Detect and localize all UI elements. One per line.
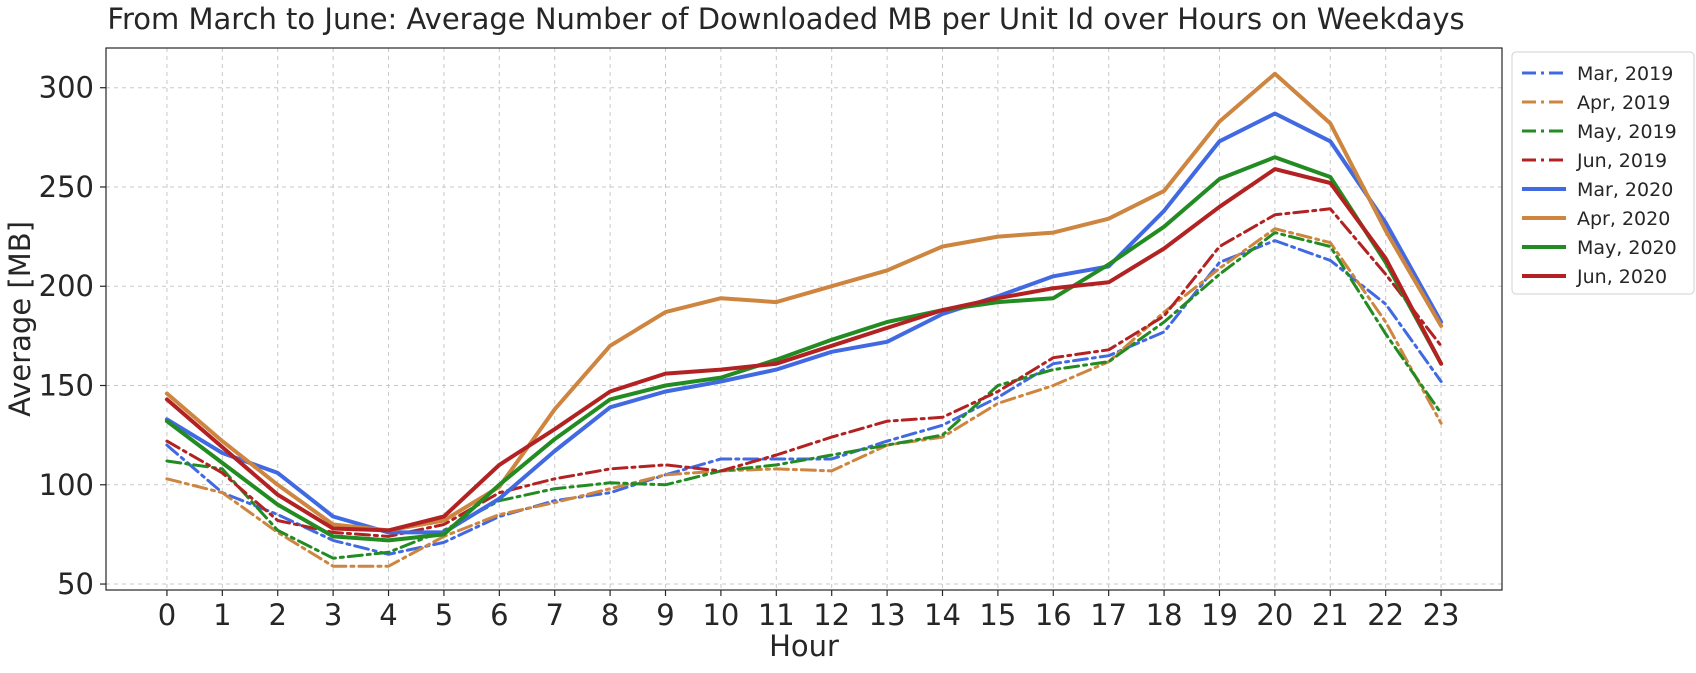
- legend-entry: May, 2020: [1522, 237, 1677, 259]
- legend-entry: Apr, 2020: [1522, 208, 1670, 230]
- x-tick-label: 8: [601, 598, 619, 632]
- y-tick-label: 250: [39, 170, 94, 204]
- legend-label: Jun, 2020: [1576, 266, 1667, 288]
- x-tick-label: 13: [869, 598, 906, 632]
- x-tick-label: 11: [758, 598, 795, 632]
- legend-entry: Mar, 2020: [1522, 179, 1673, 201]
- series-line-jun-2019: [165, 207, 1443, 538]
- y-tick-label: 50: [57, 567, 94, 601]
- x-tick-label: 10: [702, 598, 739, 632]
- legend-label: Apr, 2020: [1577, 208, 1670, 230]
- legend-label: May, 2019: [1577, 121, 1677, 143]
- y-axis-ticks: 50 100 150 200 250 300: [39, 71, 106, 601]
- x-tick-label: 17: [1090, 598, 1127, 632]
- legend-entry: Jun, 2019: [1522, 150, 1667, 172]
- legend-label: Apr, 2019: [1577, 92, 1670, 114]
- y-tick-label: 100: [39, 468, 94, 502]
- legend: Mar, 2019 Apr, 2019 May, 2019 Jun, 2019 Mar,…: [1511, 51, 1695, 295]
- legend-label: Mar, 2020: [1577, 179, 1673, 201]
- series-line-may-2019: [165, 231, 1443, 560]
- x-tick-label: 3: [324, 598, 342, 632]
- legend-entry: Mar, 2019: [1522, 63, 1673, 85]
- x-tick-label: 4: [379, 598, 397, 632]
- x-tick-label: 2: [269, 598, 287, 632]
- y-tick-label: 150: [39, 369, 94, 403]
- legend-label: May, 2020: [1577, 237, 1677, 259]
- x-tick-label: 22: [1367, 598, 1404, 632]
- y-tick-label: 200: [39, 269, 94, 303]
- legend-entry: May, 2019: [1522, 121, 1677, 143]
- x-tick-label: 7: [545, 598, 563, 632]
- x-tick-label: 9: [656, 598, 674, 632]
- x-tick-label: 20: [1256, 598, 1293, 632]
- x-axis-label: Hour: [769, 629, 839, 663]
- x-tick-label: 18: [1146, 598, 1183, 632]
- x-tick-label: 0: [158, 598, 176, 632]
- x-tick-label: 5: [435, 598, 453, 632]
- x-tick-label: 21: [1312, 598, 1349, 632]
- legend-label: Jun, 2019: [1576, 150, 1667, 172]
- series-layer: [164, 71, 1444, 568]
- chart-title: From March to June: Average Number of Do…: [107, 2, 1464, 36]
- legend-entry: Jun, 2020: [1522, 266, 1667, 288]
- y-tick-label: 300: [39, 71, 94, 105]
- x-tick-label: 14: [924, 598, 961, 632]
- x-axis-ticks: 0 1 2 3 4 5 6 7 8 9 10 11 12 13 14 15 16 17 18 19 20 21 22 23: [158, 590, 1460, 632]
- series-line-may-2020: [164, 155, 1444, 543]
- x-tick-label: 19: [1201, 598, 1238, 632]
- series-line-apr-2019: [165, 227, 1443, 568]
- x-tick-label: 23: [1423, 598, 1460, 632]
- x-tick-label: 15: [979, 598, 1016, 632]
- series-line-jun-2020: [164, 167, 1444, 533]
- series-line-apr-2020: [164, 71, 1444, 533]
- legend-entry: Apr, 2019: [1522, 92, 1670, 114]
- legend-label: Mar, 2019: [1577, 63, 1673, 85]
- y-axis-label: Average [MB]: [3, 221, 37, 417]
- x-tick-label: 1: [213, 598, 231, 632]
- x-tick-label: 6: [490, 598, 508, 632]
- x-tick-label: 16: [1035, 598, 1072, 632]
- x-tick-label: 12: [813, 598, 850, 632]
- series-line-mar-2019: [165, 239, 1443, 556]
- grid-layer: [106, 48, 1502, 590]
- legend-box: [1511, 51, 1695, 295]
- plot-area-frame: [105, 47, 1503, 591]
- legend-items: Mar, 2019 Apr, 2019 May, 2019 Jun, 2019 Mar,…: [1522, 63, 1677, 288]
